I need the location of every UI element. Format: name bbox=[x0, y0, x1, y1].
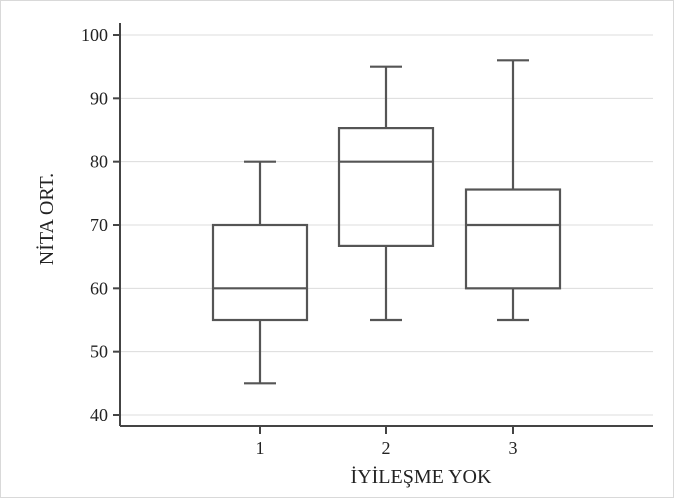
y-tick-label-80: 80 bbox=[90, 152, 108, 172]
y-ticks: 40 50 60 70 80 90 100 bbox=[81, 25, 120, 425]
x-tick-label-3: 3 bbox=[509, 438, 518, 458]
y-tick-label-70: 70 bbox=[90, 215, 108, 235]
y-axis-title: NİTA ORT. bbox=[35, 173, 58, 265]
x-tick-label-1: 1 bbox=[256, 438, 265, 458]
box-1 bbox=[211, 160, 309, 385]
iqr-box bbox=[464, 188, 562, 290]
box-3 bbox=[464, 59, 562, 322]
x-tick-label-2: 2 bbox=[382, 438, 391, 458]
box-series bbox=[211, 59, 562, 385]
iqr-box bbox=[337, 126, 435, 248]
box-2 bbox=[337, 65, 435, 322]
x-axis-title: İYİLEŞME YOK bbox=[351, 465, 492, 488]
iqr-box bbox=[211, 223, 309, 322]
y-tick-label-60: 60 bbox=[90, 278, 108, 298]
x-ticks: 1 2 3 bbox=[256, 426, 518, 458]
y-tick-label-90: 90 bbox=[90, 88, 108, 108]
y-tick-label-40: 40 bbox=[90, 405, 108, 425]
y-tick-label-100: 100 bbox=[81, 25, 108, 45]
y-tick-label-50: 50 bbox=[90, 342, 108, 362]
